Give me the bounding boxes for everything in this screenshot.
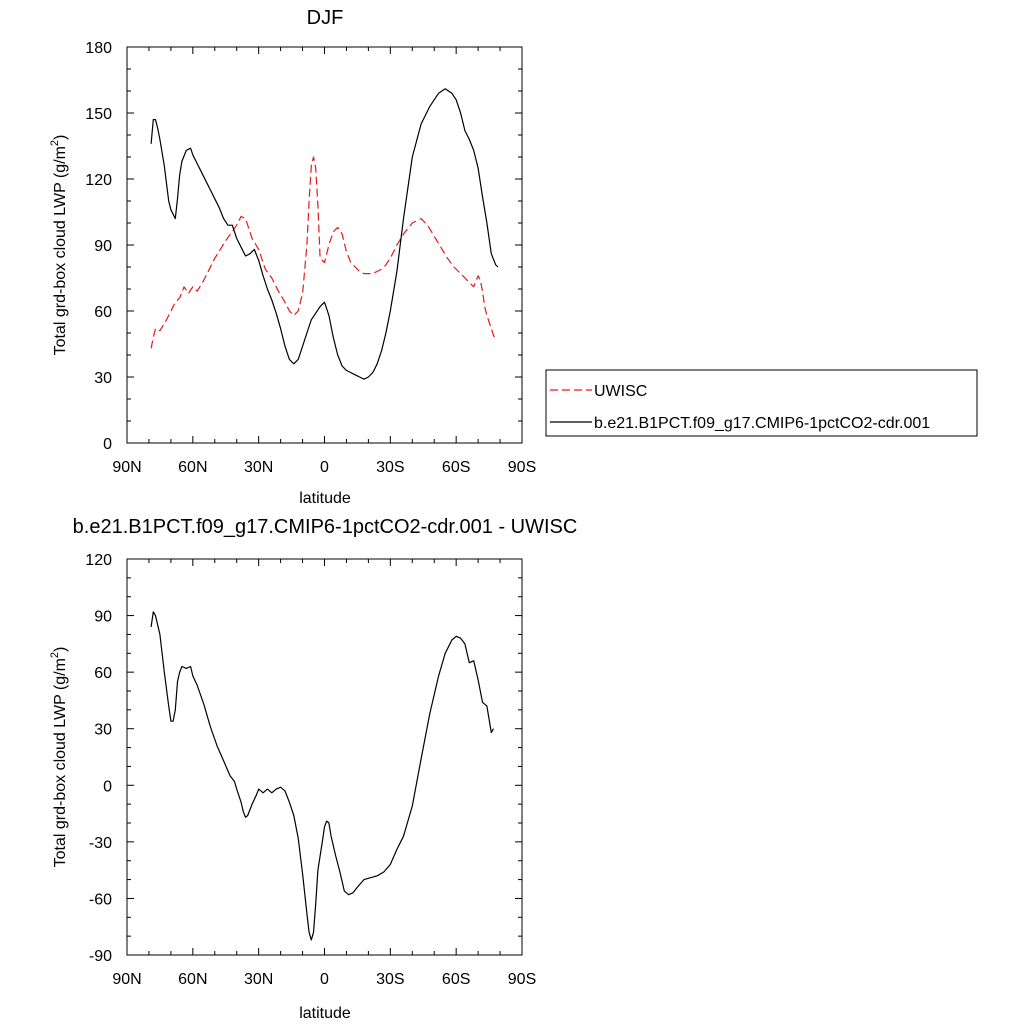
top-y-tick-label: 30 bbox=[94, 370, 112, 387]
top-y-tick-label: 120 bbox=[85, 172, 112, 189]
bottom-x-tick-label: 90S bbox=[508, 971, 536, 988]
top-x-tick-label: 30N bbox=[244, 459, 273, 476]
top-series-layer bbox=[150, 88, 499, 380]
bottom-series-layer bbox=[150, 611, 495, 941]
bottom-y-axis-label-main: Total grd-box cloud LWP (g/m bbox=[52, 658, 69, 867]
top-x-tick-label: 90S bbox=[508, 459, 536, 476]
bottom-y-tick-label: -30 bbox=[89, 835, 112, 852]
top-y-axis-label-superscript: 2 bbox=[49, 140, 61, 146]
top-y-tick-label: 60 bbox=[94, 304, 112, 321]
top-y-axis-label-close: ) bbox=[52, 135, 69, 140]
top-y-tick-label: 180 bbox=[85, 40, 112, 57]
bottom-series-line-1 bbox=[150, 611, 495, 941]
top-x-tick-label: 0 bbox=[320, 459, 329, 476]
top-series-line-1 bbox=[150, 156, 497, 349]
legend-label-model: b.e21.B1PCT.f09_g17.CMIP6-1pctCO2-cdr.00… bbox=[594, 415, 930, 432]
bottom-x-tick-label: 90N bbox=[112, 971, 141, 988]
bottom-panel: b.e21.B1PCT.f09_g17.CMIP6-1pctCO2-cdr.00… bbox=[49, 516, 577, 1022]
bottom-y-tick-label: 120 bbox=[85, 552, 112, 569]
bottom-y-tick-label: 0 bbox=[103, 778, 112, 795]
bottom-x-tick-label: 30N bbox=[244, 971, 273, 988]
top-y-axis-label-main: Total grd-box cloud LWP (g/m bbox=[52, 146, 69, 355]
bottom-y-tick-label: 90 bbox=[94, 609, 112, 626]
top-y-tick-label: 150 bbox=[85, 106, 112, 123]
bottom-x-tick-label: 60N bbox=[178, 971, 207, 988]
top-x-axis-label: latitude bbox=[299, 490, 351, 507]
top-x-tick-label: 30S bbox=[376, 459, 404, 476]
bottom-x-tick-label: 0 bbox=[320, 971, 329, 988]
top-x-tick-label: 60S bbox=[442, 459, 470, 476]
bottom-chart-title: b.e21.B1PCT.f09_g17.CMIP6-1pctCO2-cdr.00… bbox=[73, 516, 578, 538]
legend: UWISC b.e21.B1PCT.f09_g17.CMIP6-1pctCO2-… bbox=[545, 369, 978, 437]
top-x-tick-label: 90N bbox=[112, 459, 141, 476]
top-series-line-2 bbox=[150, 88, 499, 380]
bottom-x-axis-label: latitude bbox=[299, 1005, 351, 1022]
top-x-tick-label: 60N bbox=[178, 459, 207, 476]
bottom-y-axis-label-close: ) bbox=[52, 647, 69, 652]
bottom-plot-frame bbox=[126, 558, 523, 956]
top-y-tick-label: 90 bbox=[94, 238, 112, 255]
bottom-x-tick-label: 60S bbox=[442, 971, 470, 988]
bottom-y-tick-label: -90 bbox=[89, 948, 112, 965]
top-panel: DJF 90N 60N 30N 0 30S 60S 90S0306090120150180 … bbox=[49, 7, 978, 507]
top-y-tick-label: 0 bbox=[103, 436, 112, 453]
legend-box bbox=[545, 369, 978, 437]
bottom-y-axis-label-superscript: 2 bbox=[49, 652, 61, 658]
bottom-tick-layer: 90N 60N 30N 0 30S 60S 90S -90 -60 -30 0 30 60 90 120 bbox=[85, 552, 536, 988]
top-y-axis-label: Total grd-box cloud LWP (g/m2) bbox=[49, 135, 69, 356]
bottom-y-tick-label: 30 bbox=[94, 722, 112, 739]
top-plot-frame bbox=[126, 46, 523, 444]
bottom-y-tick-label: 60 bbox=[94, 665, 112, 682]
top-chart-title: DJF bbox=[307, 7, 344, 29]
bottom-y-axis-label: Total grd-box cloud LWP (g/m2) bbox=[49, 647, 69, 868]
top-tick-layer: 90N 60N 30N 0 30S 60S 90S 0 30 60 90 120 150 180 bbox=[85, 40, 536, 476]
bottom-y-tick-label: -60 bbox=[89, 891, 112, 908]
bottom-x-tick-label: 30S bbox=[376, 971, 404, 988]
legend-label-uwisc: UWISC bbox=[594, 383, 647, 400]
